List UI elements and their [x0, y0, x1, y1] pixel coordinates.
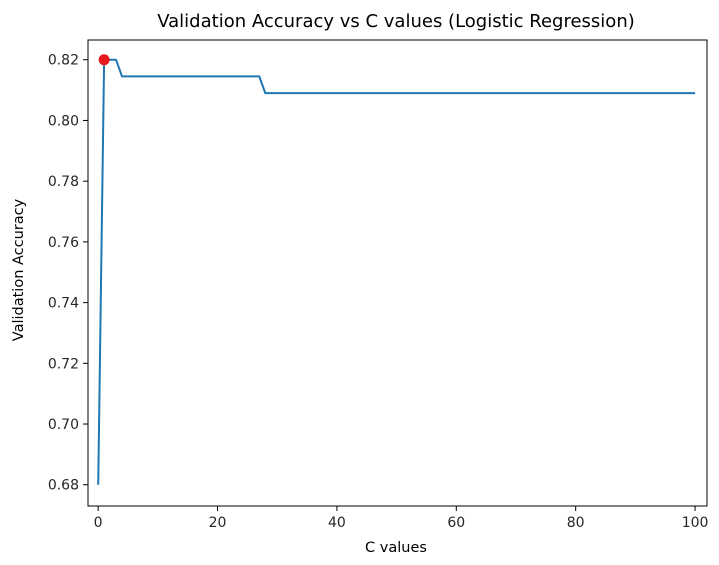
x-tick-label: 80	[567, 515, 585, 531]
y-tick-label: 0.80	[48, 113, 79, 129]
y-axis-label: Validation Accuracy	[11, 198, 27, 341]
plot-frame	[87, 39, 708, 507]
x-tick-label: 20	[209, 515, 227, 531]
y-tick-label: 0.70	[48, 417, 79, 433]
x-tick-label: 100	[682, 515, 709, 531]
plot-area: 0 20 40 60 80 100 0.68 0.70 0.72 0.74 0.76 0.78 0.80…	[48, 39, 709, 531]
x-tick-label: 0	[94, 515, 103, 531]
series-line	[97, 58, 696, 485]
best-accuracy-point	[98, 54, 110, 66]
x-axis-label: C values	[365, 540, 427, 556]
chart-title: Validation Accuracy vs C values (Logisti…	[157, 11, 635, 32]
y-tick-label: 0.76	[48, 235, 79, 251]
y-tick-label: 0.78	[48, 174, 79, 190]
y-tick-label: 0.72	[48, 356, 79, 372]
y-tick-label: 0.68	[48, 478, 79, 494]
y-tick-label: 0.74	[48, 296, 79, 312]
x-tick-label: 40	[328, 515, 346, 531]
y-tick-label: 0.82	[48, 53, 79, 69]
x-tick-label: 60	[447, 515, 465, 531]
